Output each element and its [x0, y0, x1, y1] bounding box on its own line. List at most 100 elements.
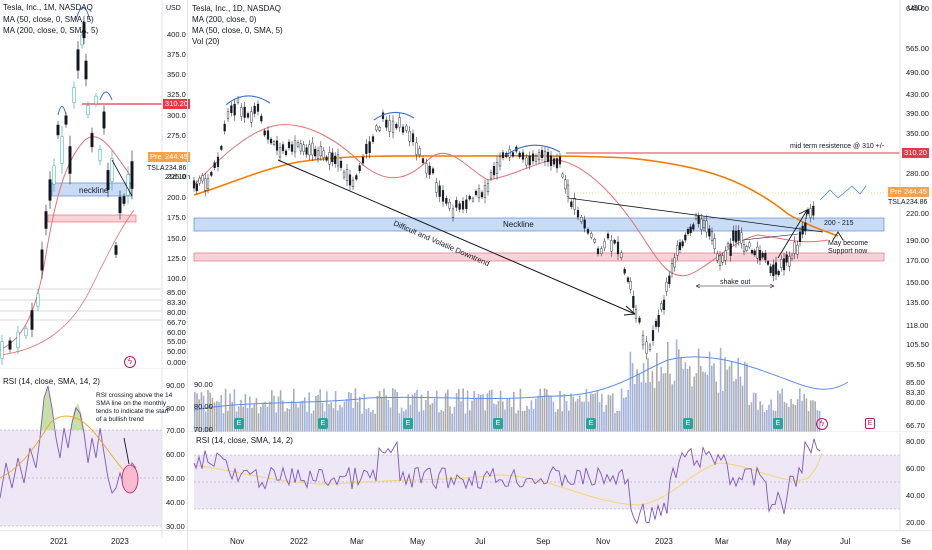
left-price-tick: 150.00: [167, 234, 186, 243]
right-support-label-1: May become: [828, 240, 869, 247]
right-candle: [492, 166, 496, 176]
right-candle: [240, 107, 243, 117]
right-candle: [732, 230, 735, 241]
volume-bar: [579, 395, 581, 432]
right-candle: [511, 152, 515, 157]
right-candle: [665, 281, 668, 292]
left-rsi-plot[interactable]: 90.00 80.00 70.00 60.00 50.00 40.00 30.00: [0, 368, 186, 538]
right-candle: [441, 190, 445, 202]
right-candle: [210, 172, 213, 176]
earnings-icon[interactable]: E: [865, 418, 875, 429]
right-range-label: 200 - 215: [824, 220, 854, 227]
left-price-tick: 125.00: [167, 254, 186, 263]
volume-bar: [326, 391, 328, 432]
right-candle: [521, 152, 525, 160]
earnings-icon[interactable]: E: [234, 418, 244, 429]
left-price-plot[interactable]: 400.00375.00350.00325.00300.00275.00250.…: [0, 0, 186, 365]
left-rsi-ma-line: [0, 415, 133, 479]
earnings-icon[interactable]: E: [773, 418, 783, 429]
left-time-axis[interactable]: 2021 2023: [0, 530, 186, 550]
right-candle: [275, 140, 279, 151]
left-price-tick: 225.00: [167, 172, 186, 181]
right-tsla-value: 234.86: [906, 199, 928, 206]
right-candle: [314, 148, 317, 157]
volume-bar: [416, 390, 418, 432]
left-price-tick: 55.00: [167, 337, 186, 346]
volume-bar: [229, 393, 231, 432]
right-candle: [769, 266, 772, 274]
right-price-tick: 280.00: [906, 169, 929, 178]
volume-bar: [735, 379, 737, 432]
right-candle: [308, 144, 311, 156]
right-candle: [561, 173, 564, 178]
right-left-tick: 80.00: [194, 402, 213, 411]
right-left-axis: 90.00 80.00 70.00: [194, 380, 213, 432]
earnings-icon[interactable]: E: [586, 418, 596, 429]
left-chart-panel[interactable]: 400.00375.00350.00325.00300.00275.00250.…: [0, 0, 190, 550]
volume-bar: [251, 407, 253, 432]
earnings-icon[interactable]: E: [493, 418, 503, 429]
volume-bar: [279, 390, 282, 432]
right-shakeout-label: shake out: [720, 279, 751, 286]
volume-bar: [370, 412, 372, 432]
earnings-icon[interactable]: E: [318, 418, 328, 429]
volume-bar: [295, 403, 297, 432]
left-top-arc-1: [57, 106, 67, 116]
right-candle: [371, 136, 375, 142]
right-legend-ma50: MA (50, close, 0, SMA, 5): [192, 26, 283, 35]
volume-bar: [486, 393, 489, 432]
right-candle: [623, 268, 626, 274]
right-candle: [455, 200, 458, 208]
volume-bar: [321, 402, 324, 432]
right-candle: [681, 241, 684, 247]
volume-bar: [739, 376, 742, 432]
volume-bar: [196, 393, 198, 432]
right-candle: [576, 210, 580, 218]
right-candle: [651, 330, 655, 341]
volume-bar: [548, 395, 550, 432]
right-rsi-plot[interactable]: 80.00 60.00 40.00 20.00: [188, 433, 932, 530]
right-candle: [632, 295, 635, 308]
earnings-icon[interactable]: E: [403, 418, 413, 429]
right-neckline-label: Neckline: [503, 220, 534, 229]
left-price-tick: 400.00: [167, 30, 186, 39]
right-price-plot[interactable]: 640.00 565.00 490.00 430.00 390.00 350.00 310.…: [188, 0, 932, 432]
volume-bar: [792, 404, 794, 432]
volume-bar: [260, 406, 262, 432]
right-chart-panel[interactable]: 640.00 565.00 490.00 430.00 390.00 350.00 310.…: [188, 0, 932, 550]
volume-bar: [216, 401, 218, 432]
panel-divider[interactable]: [187, 0, 188, 550]
left-price-axis[interactable]: 400.00375.00350.00325.00300.00275.00250.…: [167, 30, 186, 365]
right-candle: [375, 125, 378, 131]
volume-bar: [675, 339, 678, 432]
volume-bar: [689, 366, 691, 432]
volume-bar: [636, 369, 638, 432]
volume-bar: [810, 400, 812, 432]
right-candle: [358, 165, 361, 172]
earnings-icon[interactable]: E: [683, 418, 693, 429]
volume-bar: [557, 409, 559, 432]
right-pre-value-tag: 244.45: [902, 187, 929, 197]
volume-bar: [777, 390, 779, 432]
left-ma200-line: [0, 209, 135, 356]
right-candle: [302, 144, 305, 152]
left-rsi-arrow: [123, 437, 130, 465]
volume-bar: [209, 392, 211, 432]
right-candle: [648, 344, 652, 350]
right-time-axis[interactable]: Nov 2022 Mar May Jul Sep Nov 2023 Mar Ma…: [188, 530, 932, 550]
left-rsi-axis[interactable]: 90.00 80.00 70.00 60.00 50.00 40.00 30.00: [166, 381, 185, 531]
right-candle: [272, 141, 276, 145]
left-lightning-icon[interactable]: ϟ: [124, 356, 136, 368]
volume-bar: [244, 394, 247, 432]
right-candle: [236, 97, 240, 103]
right-candle: [801, 225, 804, 235]
volume-bar: [361, 413, 363, 432]
right-rsi-axis[interactable]: 80.00 60.00 40.00 20.00: [906, 437, 925, 527]
right-lightning-icon[interactable]: ϟ: [816, 418, 828, 430]
volume-bar: [262, 402, 264, 432]
right-candle: [540, 150, 544, 159]
right-candle: [316, 150, 320, 159]
left-candle: [44, 211, 48, 229]
right-candle: [408, 130, 411, 142]
